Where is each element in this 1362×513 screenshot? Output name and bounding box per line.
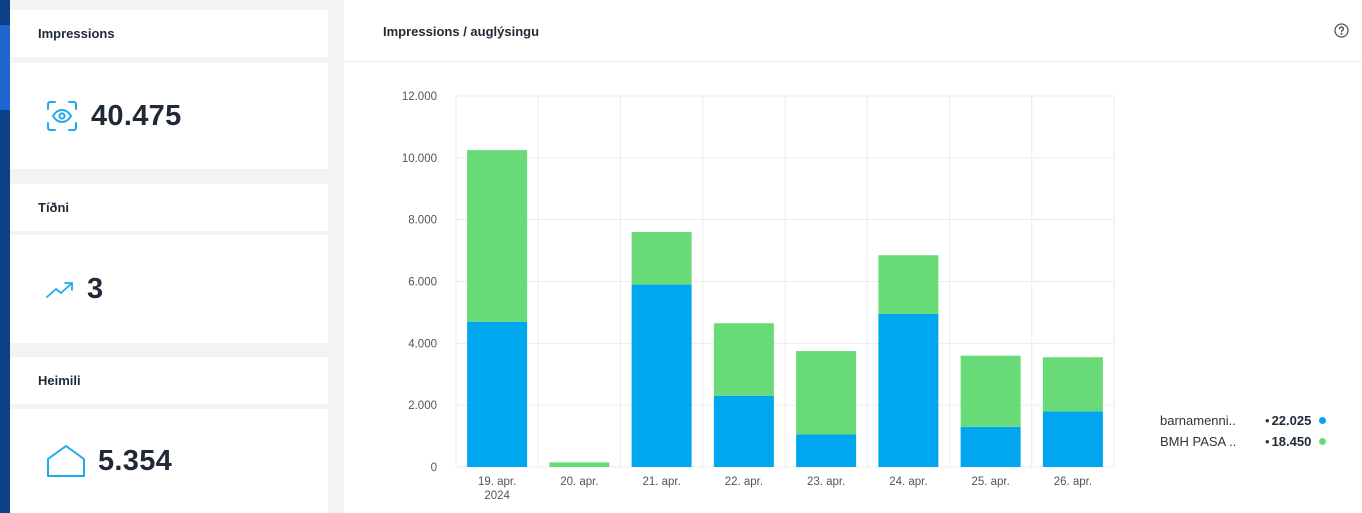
impressions-label: Impressions (38, 26, 115, 41)
dashboard: Impressions 40.475 Tíðni 3 Heimi (10, 0, 1362, 513)
x-tick-label: 26. apr. (1054, 476, 1092, 488)
bar-segment (796, 434, 857, 467)
bar-segment (467, 150, 528, 322)
bar-segment (631, 284, 692, 467)
chart-panel: Impressions / auglýsingu 0 2.000 4.000 6.00… (344, 0, 1362, 513)
legend-series-value: 18.450 (1271, 434, 1312, 449)
legend-item[interactable]: barnamenni.. • 22.025 (1160, 410, 1327, 431)
y-tick-label: 2.000 (408, 400, 437, 412)
y-tick-label: 4.000 (408, 338, 437, 350)
bar-segment (631, 232, 692, 285)
legend-item[interactable]: BMH PASA .. • 18.450 (1160, 431, 1327, 452)
chart-legend: barnamenni.. • 22.025 BMH PASA .. • 18.4… (1160, 410, 1327, 452)
legend-color-dot (1319, 417, 1327, 424)
legend-series-name: barnamenni.. (1160, 413, 1236, 428)
legend-series-value: 22.025 (1271, 413, 1312, 428)
frequency-value: 3 (87, 272, 104, 305)
y-tick-label: 6.000 (408, 277, 437, 289)
bar-segment (960, 355, 1021, 427)
x-tick-label: 25. apr. (971, 476, 1009, 488)
chart-title: Impressions / auglýsingu (383, 24, 540, 39)
eye-scan-icon (45, 99, 79, 133)
x-tick-label: 24. apr. (889, 476, 927, 488)
frequency-header: Tíðni (10, 184, 328, 231)
help-circle-icon[interactable] (1333, 22, 1350, 44)
chart-panel-header: Impressions / auglýsingu (344, 0, 1362, 62)
legend-series-name: BMH PASA .. (1160, 434, 1237, 449)
households-label: Heimili (38, 373, 81, 388)
bar-segment (713, 395, 774, 467)
left-edge-tab (0, 25, 10, 110)
impressions-card: 40.475 (10, 63, 328, 169)
bar-segment (960, 426, 1021, 467)
x-tick-label: 22. apr. (725, 476, 763, 488)
x-tick-label: 21. apr. (642, 476, 680, 488)
bar-segment (1042, 357, 1103, 412)
bar-segment (713, 323, 774, 396)
households-value: 5.354 (98, 444, 173, 477)
y-tick-label: 0 (431, 462, 437, 474)
x-tick-label: 2024 (484, 490, 510, 502)
y-tick-label: 10.000 (402, 153, 437, 165)
bar-segment (1042, 411, 1103, 467)
frequency-label: Tíðni (38, 200, 70, 215)
bar-segment (467, 321, 528, 467)
y-tick-label: 12.000 (402, 91, 437, 103)
stacked-bar-chart: 0 2.000 4.000 6.000 8.000 10.000 12.000 19. apr… (402, 91, 1115, 502)
home-icon (45, 443, 87, 479)
impressions-header: Impressions (10, 10, 328, 57)
x-tick-label: 20. apr. (560, 476, 598, 488)
bar-segment (796, 351, 857, 435)
impressions-value: 40.475 (91, 99, 182, 132)
x-tick-label: 23. apr. (807, 476, 845, 488)
households-header: Heimili (10, 357, 328, 404)
trend-up-icon (45, 278, 77, 300)
bar-segment (878, 255, 939, 314)
households-card: 5.354 (10, 409, 328, 513)
bar-segment (549, 462, 610, 467)
legend-color-dot (1319, 438, 1327, 445)
x-tick-label: 19. apr. (478, 476, 516, 488)
frequency-card: 3 (10, 235, 328, 343)
y-tick-label: 8.000 (408, 215, 437, 227)
bar-segment (878, 313, 939, 467)
